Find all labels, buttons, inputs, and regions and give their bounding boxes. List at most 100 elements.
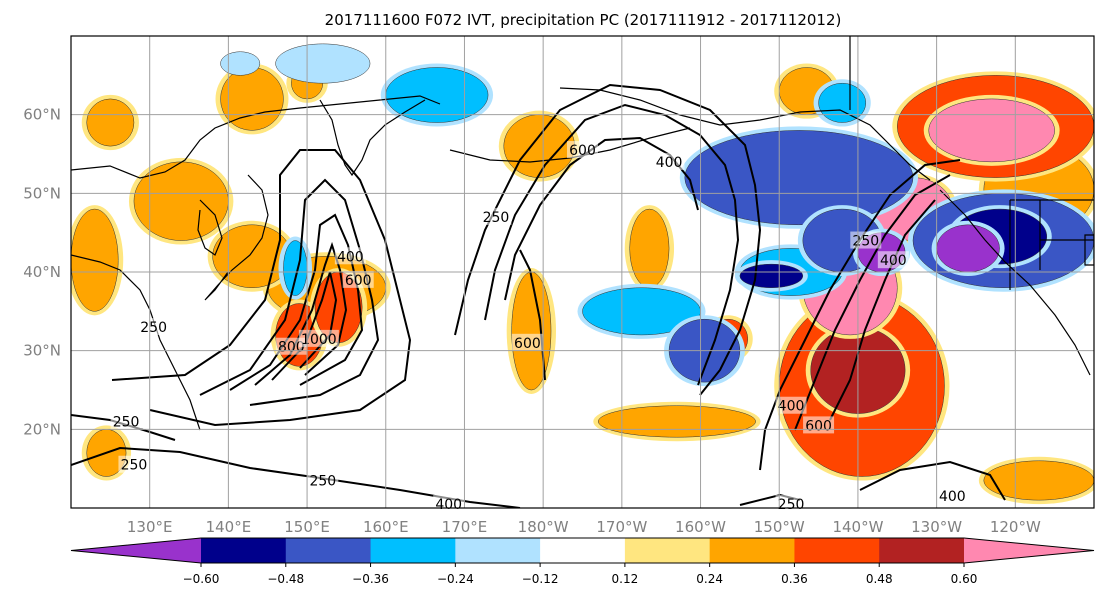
x-tick-label: 180°W bbox=[518, 518, 569, 536]
precip-region bbox=[629, 208, 670, 288]
colorbar-tick-label: −0.24 bbox=[437, 572, 474, 586]
contour-label: 400 bbox=[656, 155, 683, 171]
contour-label-bg bbox=[480, 207, 512, 225]
kamchatka-coastline bbox=[319, 99, 426, 177]
ivt-contour-400-west bbox=[199, 178, 380, 406]
contour-label-bg bbox=[567, 141, 598, 159]
contour-label-bg bbox=[342, 270, 374, 288]
colorbar-tick-label: −0.60 bbox=[183, 572, 220, 586]
precip-region bbox=[684, 130, 914, 226]
contour-label-bg bbox=[936, 487, 968, 505]
asia-coastline bbox=[71, 95, 441, 179]
colorbar-segment bbox=[201, 538, 287, 563]
contour-label-bg bbox=[138, 318, 170, 336]
y-tick-label: 50°N bbox=[23, 184, 61, 202]
contour-label: 400 bbox=[880, 253, 907, 269]
contour-label-bg bbox=[653, 152, 685, 170]
precip-region bbox=[86, 98, 135, 147]
ivt-contour-labels: 2508001000400600250250250400250600400600… bbox=[110, 141, 968, 513]
precip-region bbox=[983, 460, 1094, 501]
us-state-lines bbox=[1009, 200, 1094, 290]
gridlines bbox=[71, 36, 1094, 508]
ivt-contour-600-central bbox=[504, 136, 699, 301]
contour-label-bg bbox=[298, 329, 339, 347]
ivt-contour-400-central bbox=[484, 103, 740, 386]
contour-label-bg bbox=[334, 247, 366, 265]
contour-label: 600 bbox=[569, 143, 596, 159]
precip-region bbox=[739, 263, 804, 288]
precip-region bbox=[133, 161, 229, 241]
x-tick-label: 130°W bbox=[911, 518, 962, 536]
contour-label: 250 bbox=[140, 320, 167, 336]
contour-label: 250 bbox=[121, 458, 148, 474]
x-tick-label: 140°E bbox=[206, 518, 252, 536]
contour-label: 250 bbox=[483, 210, 510, 226]
colorbar-segment bbox=[709, 538, 795, 563]
contour-label: 600 bbox=[514, 336, 541, 352]
colorbar-tick-labels: −0.60 −0.48 −0.36 −0.24 −0.12 0.12 0.24 0.36 0.4… bbox=[183, 563, 978, 586]
ivt-contour-600-east bbox=[829, 199, 936, 421]
y-tick-label: 40°N bbox=[23, 263, 61, 281]
contour-label-bg bbox=[118, 455, 150, 473]
contour-label-bg bbox=[511, 333, 543, 351]
precip-region bbox=[220, 67, 284, 131]
x-tick-label: 150°E bbox=[284, 518, 330, 536]
colorbar-segment bbox=[540, 538, 626, 563]
colorbar-segment bbox=[285, 538, 372, 563]
precip-region bbox=[936, 224, 1000, 273]
colorbar-tick-label: 0.36 bbox=[781, 572, 808, 586]
contour-label: 250 bbox=[113, 414, 140, 430]
x-tick-label: 130°E bbox=[127, 518, 173, 536]
y-tick-label: 60°N bbox=[23, 106, 61, 124]
colorbar-segment bbox=[455, 538, 541, 563]
ivt-contour-250-east bbox=[759, 159, 961, 471]
colorbar-tick-label: −0.12 bbox=[522, 572, 559, 586]
precip-region bbox=[503, 114, 575, 178]
japan-coastline bbox=[204, 174, 269, 301]
colorbar bbox=[70, 537, 1095, 564]
contour-label: 800 bbox=[278, 340, 305, 356]
ivt-contour-250-central bbox=[454, 83, 762, 396]
contour-label: 600 bbox=[805, 418, 832, 434]
x-tick-label: 170°W bbox=[596, 518, 647, 536]
contour-label-bg bbox=[307, 471, 339, 489]
colorbar-segment bbox=[794, 538, 880, 563]
contour-label: 400 bbox=[337, 249, 364, 265]
contour-label: 250 bbox=[852, 234, 879, 250]
precip-region bbox=[818, 82, 867, 123]
contour-label: 250 bbox=[778, 497, 805, 513]
y-tick-label: 20°N bbox=[23, 420, 61, 438]
north-america-coastline bbox=[939, 189, 1091, 376]
x-tick-label: 160°E bbox=[363, 518, 409, 536]
contour-label: 600 bbox=[345, 273, 372, 289]
korea-coastline bbox=[197, 199, 223, 256]
ivt-contour-250-west bbox=[111, 149, 412, 427]
colorbar-segment bbox=[370, 538, 456, 563]
contour-label: 1000 bbox=[301, 332, 337, 348]
x-tick-label: 140°W bbox=[832, 518, 883, 536]
contour-label-bg bbox=[110, 412, 142, 430]
chart-title: 2017111600 F072 IVT, precipitation PC (2… bbox=[325, 11, 842, 29]
precip-region bbox=[283, 240, 308, 296]
colorbar-segment bbox=[624, 538, 711, 563]
ivt-contour-400-east-b bbox=[859, 460, 1006, 501]
colorbar-extend-high bbox=[964, 538, 1094, 563]
map-frame bbox=[70, 35, 1095, 509]
colorbar-tick-label: 0.60 bbox=[951, 572, 978, 586]
contour-label-bg bbox=[877, 251, 909, 269]
x-tick-label: 170°E bbox=[442, 518, 488, 536]
x-tick-label: 150°W bbox=[754, 518, 805, 536]
precip-region bbox=[928, 98, 1055, 163]
colorbar-extend-low bbox=[71, 538, 201, 563]
contour-label: 250 bbox=[309, 473, 336, 489]
contour-label-bg bbox=[775, 396, 807, 414]
precip-region bbox=[220, 51, 261, 76]
contour-label: 400 bbox=[435, 497, 462, 513]
contour-label: 400 bbox=[939, 489, 966, 505]
y-tick-labels: 20°N 30°N 40°N 50°N 60°N bbox=[23, 106, 61, 439]
colorbar-tick-label: 0.48 bbox=[866, 572, 893, 586]
x-tick-labels: 130°E 140°E 150°E 160°E 170°E 180°W 170°W 160°W… bbox=[127, 518, 1041, 536]
colorbar-tick-label: 0.12 bbox=[612, 572, 639, 586]
colorbar-tick-label: −0.36 bbox=[352, 572, 389, 586]
